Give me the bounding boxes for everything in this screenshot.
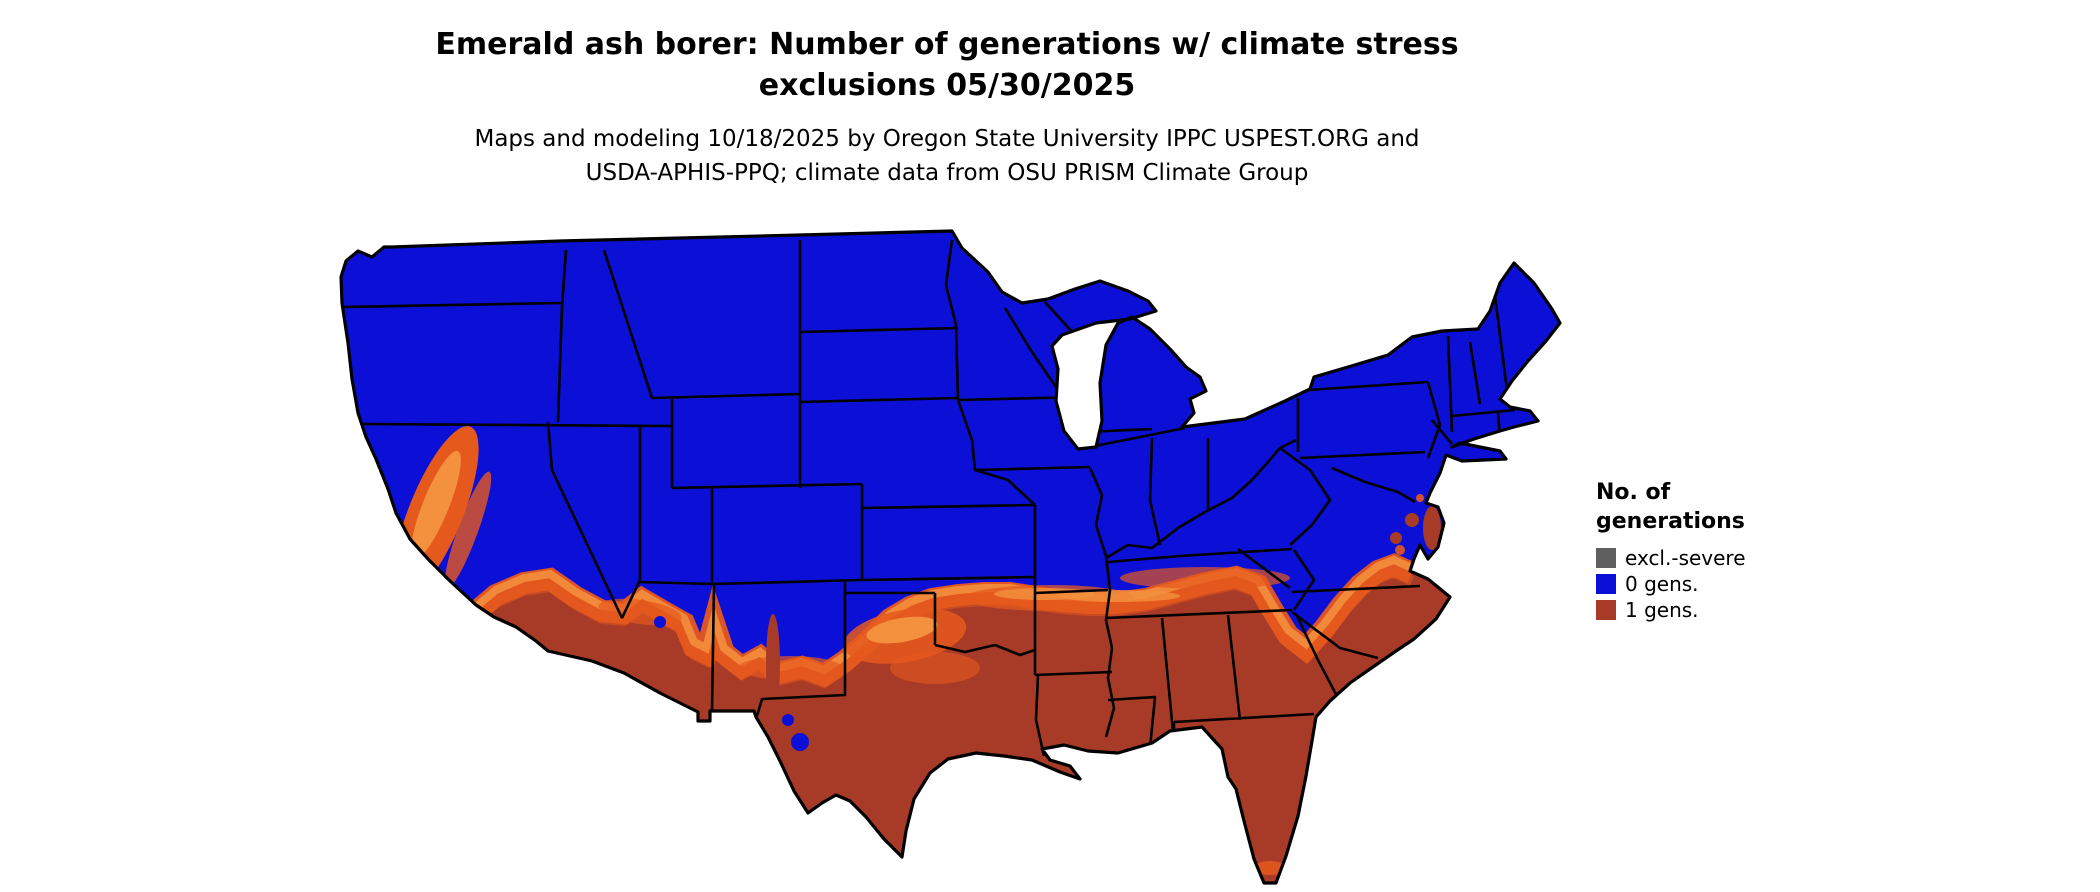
page-title-line1: Emerald ash borer: Number of generations…: [435, 27, 1459, 62]
red-pockets: [766, 506, 1441, 714]
one-gen-label: 1 gens.: [1625, 598, 1699, 622]
page-subtitle: Maps and modeling 10/18/2025 by Oregon S…: [297, 122, 1597, 190]
page-title-line2: exclusions 05/30/2025: [758, 68, 1136, 103]
legend: No. of generations excl.-severe 0 gens. …: [1596, 478, 1856, 623]
legend-title-line2: generations: [1596, 509, 1745, 534]
excluded-label: excl.-severe: [1625, 546, 1746, 570]
legend-title: No. of generations: [1596, 478, 1856, 536]
legend-item-zero-gens: 0 gens.: [1596, 571, 1856, 597]
one-gen-swatch: [1596, 600, 1616, 620]
excluded-swatch: [1596, 548, 1616, 568]
transition-patches-bright: [411, 451, 1180, 644]
zero-gens-label: 0 gens.: [1625, 572, 1699, 596]
page-subtitle-line2: USDA-APHIS-PPQ; climate data from OSU PR…: [585, 160, 1309, 186]
blue-pockets: [654, 616, 809, 751]
page-subtitle-line1: Maps and modeling 10/18/2025 by Oregon S…: [474, 126, 1420, 152]
state-borders: [341, 239, 1516, 757]
page-title: Emerald ash borer: Number of generations…: [297, 24, 1597, 106]
legend-title-line1: No. of: [1596, 480, 1671, 505]
zero-gens-swatch: [1596, 574, 1616, 594]
legend-items: excl.-severe 0 gens. 1 gens.: [1596, 545, 1856, 623]
legend-item-one-gen: 1 gens.: [1596, 597, 1856, 623]
legend-item-excluded: excl.-severe: [1596, 545, 1856, 571]
